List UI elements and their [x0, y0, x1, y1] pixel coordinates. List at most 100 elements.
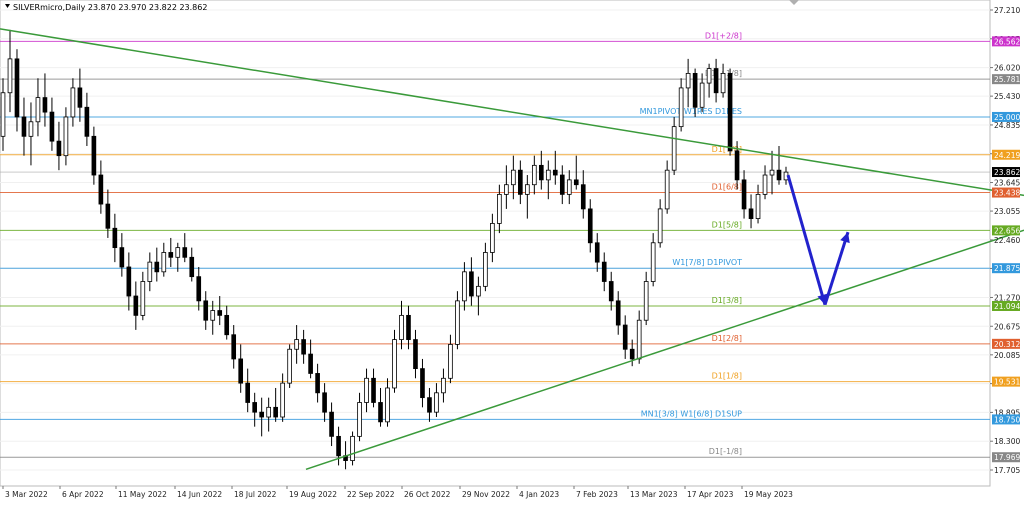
price-tick-label: 25.430 — [994, 92, 1020, 101]
price-tick-label: 23.055 — [994, 207, 1020, 216]
candle-body — [643, 281, 649, 321]
candle-body — [420, 368, 425, 399]
level-label: D1[-1/8] — [709, 447, 742, 456]
level-badge — [992, 376, 1020, 387]
shift-marker-icon[interactable] — [789, 0, 799, 5]
candle-body — [580, 184, 586, 210]
trendline-lower — [305, 229, 1024, 470]
candle-body — [720, 72, 726, 94]
candle-body — [671, 126, 677, 171]
candle-body — [371, 377, 376, 403]
candle-body — [126, 266, 132, 297]
price-tick-label: 27.210 — [994, 6, 1020, 15]
candle-body — [301, 339, 306, 355]
candle-body — [615, 300, 621, 326]
date-tick-label: 13 Mar 2023 — [630, 490, 678, 499]
candle-body — [678, 87, 684, 128]
candle-body — [322, 392, 327, 413]
candle-body — [511, 169, 516, 186]
plot-area[interactable] — [0, 0, 991, 487]
grid-lines — [0, 9, 990, 471]
candle-body — [224, 314, 230, 336]
candle-body — [525, 184, 530, 195]
candle-body — [105, 203, 111, 229]
level-badge — [992, 225, 1020, 236]
level-badge — [992, 300, 1020, 311]
date-tick-label: 18 Jul 2022 — [234, 490, 277, 499]
candle-body — [168, 252, 174, 258]
candle-body — [399, 314, 404, 340]
candle-body — [252, 402, 258, 413]
level-badge — [992, 452, 1020, 463]
forecast-up-arrow — [823, 231, 850, 306]
candle-body — [469, 271, 474, 297]
level-badge — [992, 414, 1020, 425]
candle-body — [294, 339, 299, 350]
level-badge-value: 21.875 — [994, 264, 1020, 273]
candle-body — [434, 392, 439, 413]
candle-body — [427, 397, 432, 413]
level-badge — [992, 263, 1020, 274]
candle-body — [762, 174, 768, 195]
symbol-info: SILVERmicro,Daily 23.870 23.970 23.822 2… — [13, 3, 207, 12]
candle-body — [364, 377, 369, 403]
candle-body — [91, 135, 97, 176]
price-tick-label: 18.300 — [994, 437, 1020, 446]
candle-body — [406, 314, 411, 340]
candle-body — [84, 106, 90, 137]
level-badge — [992, 36, 1020, 47]
candle-body — [378, 402, 383, 423]
candle-body — [266, 406, 271, 418]
candle-body — [203, 300, 209, 321]
candle-body — [601, 261, 607, 282]
candle-body — [504, 184, 509, 195]
level-badge-value: 17.969 — [994, 453, 1020, 462]
level-badge — [992, 74, 1020, 85]
candle-body — [559, 174, 565, 195]
date-tick-label: 7 Feb 2023 — [576, 490, 618, 499]
candle-body — [280, 382, 285, 418]
level-badge-value: 24.219 — [994, 151, 1020, 160]
date-tick-label: 14 Jun 2022 — [177, 490, 222, 499]
level-label: D1[+2/8] — [705, 31, 742, 40]
price-tick-label: 17.705 — [994, 466, 1020, 475]
candle-body — [476, 285, 481, 297]
level-badge — [992, 187, 1020, 198]
candle-body — [7, 58, 13, 94]
candle-body — [608, 281, 614, 302]
candle-body — [392, 339, 397, 389]
forecast-up-arrow-head — [840, 232, 850, 244]
candle-body — [692, 72, 698, 108]
candle-body — [49, 111, 55, 142]
level-label: D1[6/8] — [712, 183, 742, 192]
candle-body — [699, 82, 705, 108]
level-badge-value: 18.750 — [994, 415, 1020, 424]
date-tick-label: 19 May 2023 — [744, 490, 793, 499]
candle-body — [531, 164, 537, 186]
candle-body — [566, 179, 572, 195]
candle-body — [28, 121, 34, 137]
forecast-down-arrow — [786, 174, 827, 306]
date-tick-label: 29 Nov 2022 — [462, 490, 510, 499]
candle-body — [706, 68, 712, 84]
candle-body — [308, 353, 313, 374]
candle-body — [552, 169, 558, 176]
collapse-arrow-icon[interactable] — [5, 4, 10, 8]
candle-body — [175, 247, 181, 258]
candle-body — [650, 242, 656, 282]
candle-body — [413, 339, 418, 370]
candle-body — [538, 164, 544, 181]
candle-body — [448, 344, 453, 379]
level-badge-value: 26.562 — [994, 37, 1020, 46]
forecast-arrows — [786, 174, 850, 306]
candle-body — [133, 295, 139, 316]
candle-body — [0, 92, 6, 137]
candle-body — [657, 208, 663, 244]
candle-body — [161, 252, 167, 273]
level-badge — [992, 149, 1020, 160]
trendline-upper — [0, 28, 1024, 197]
level-label: MN1PIVOT W1RES D1RES — [640, 107, 742, 116]
price-tick-label: 26.020 — [994, 64, 1020, 73]
price-tick-label: 24.835 — [994, 121, 1020, 130]
